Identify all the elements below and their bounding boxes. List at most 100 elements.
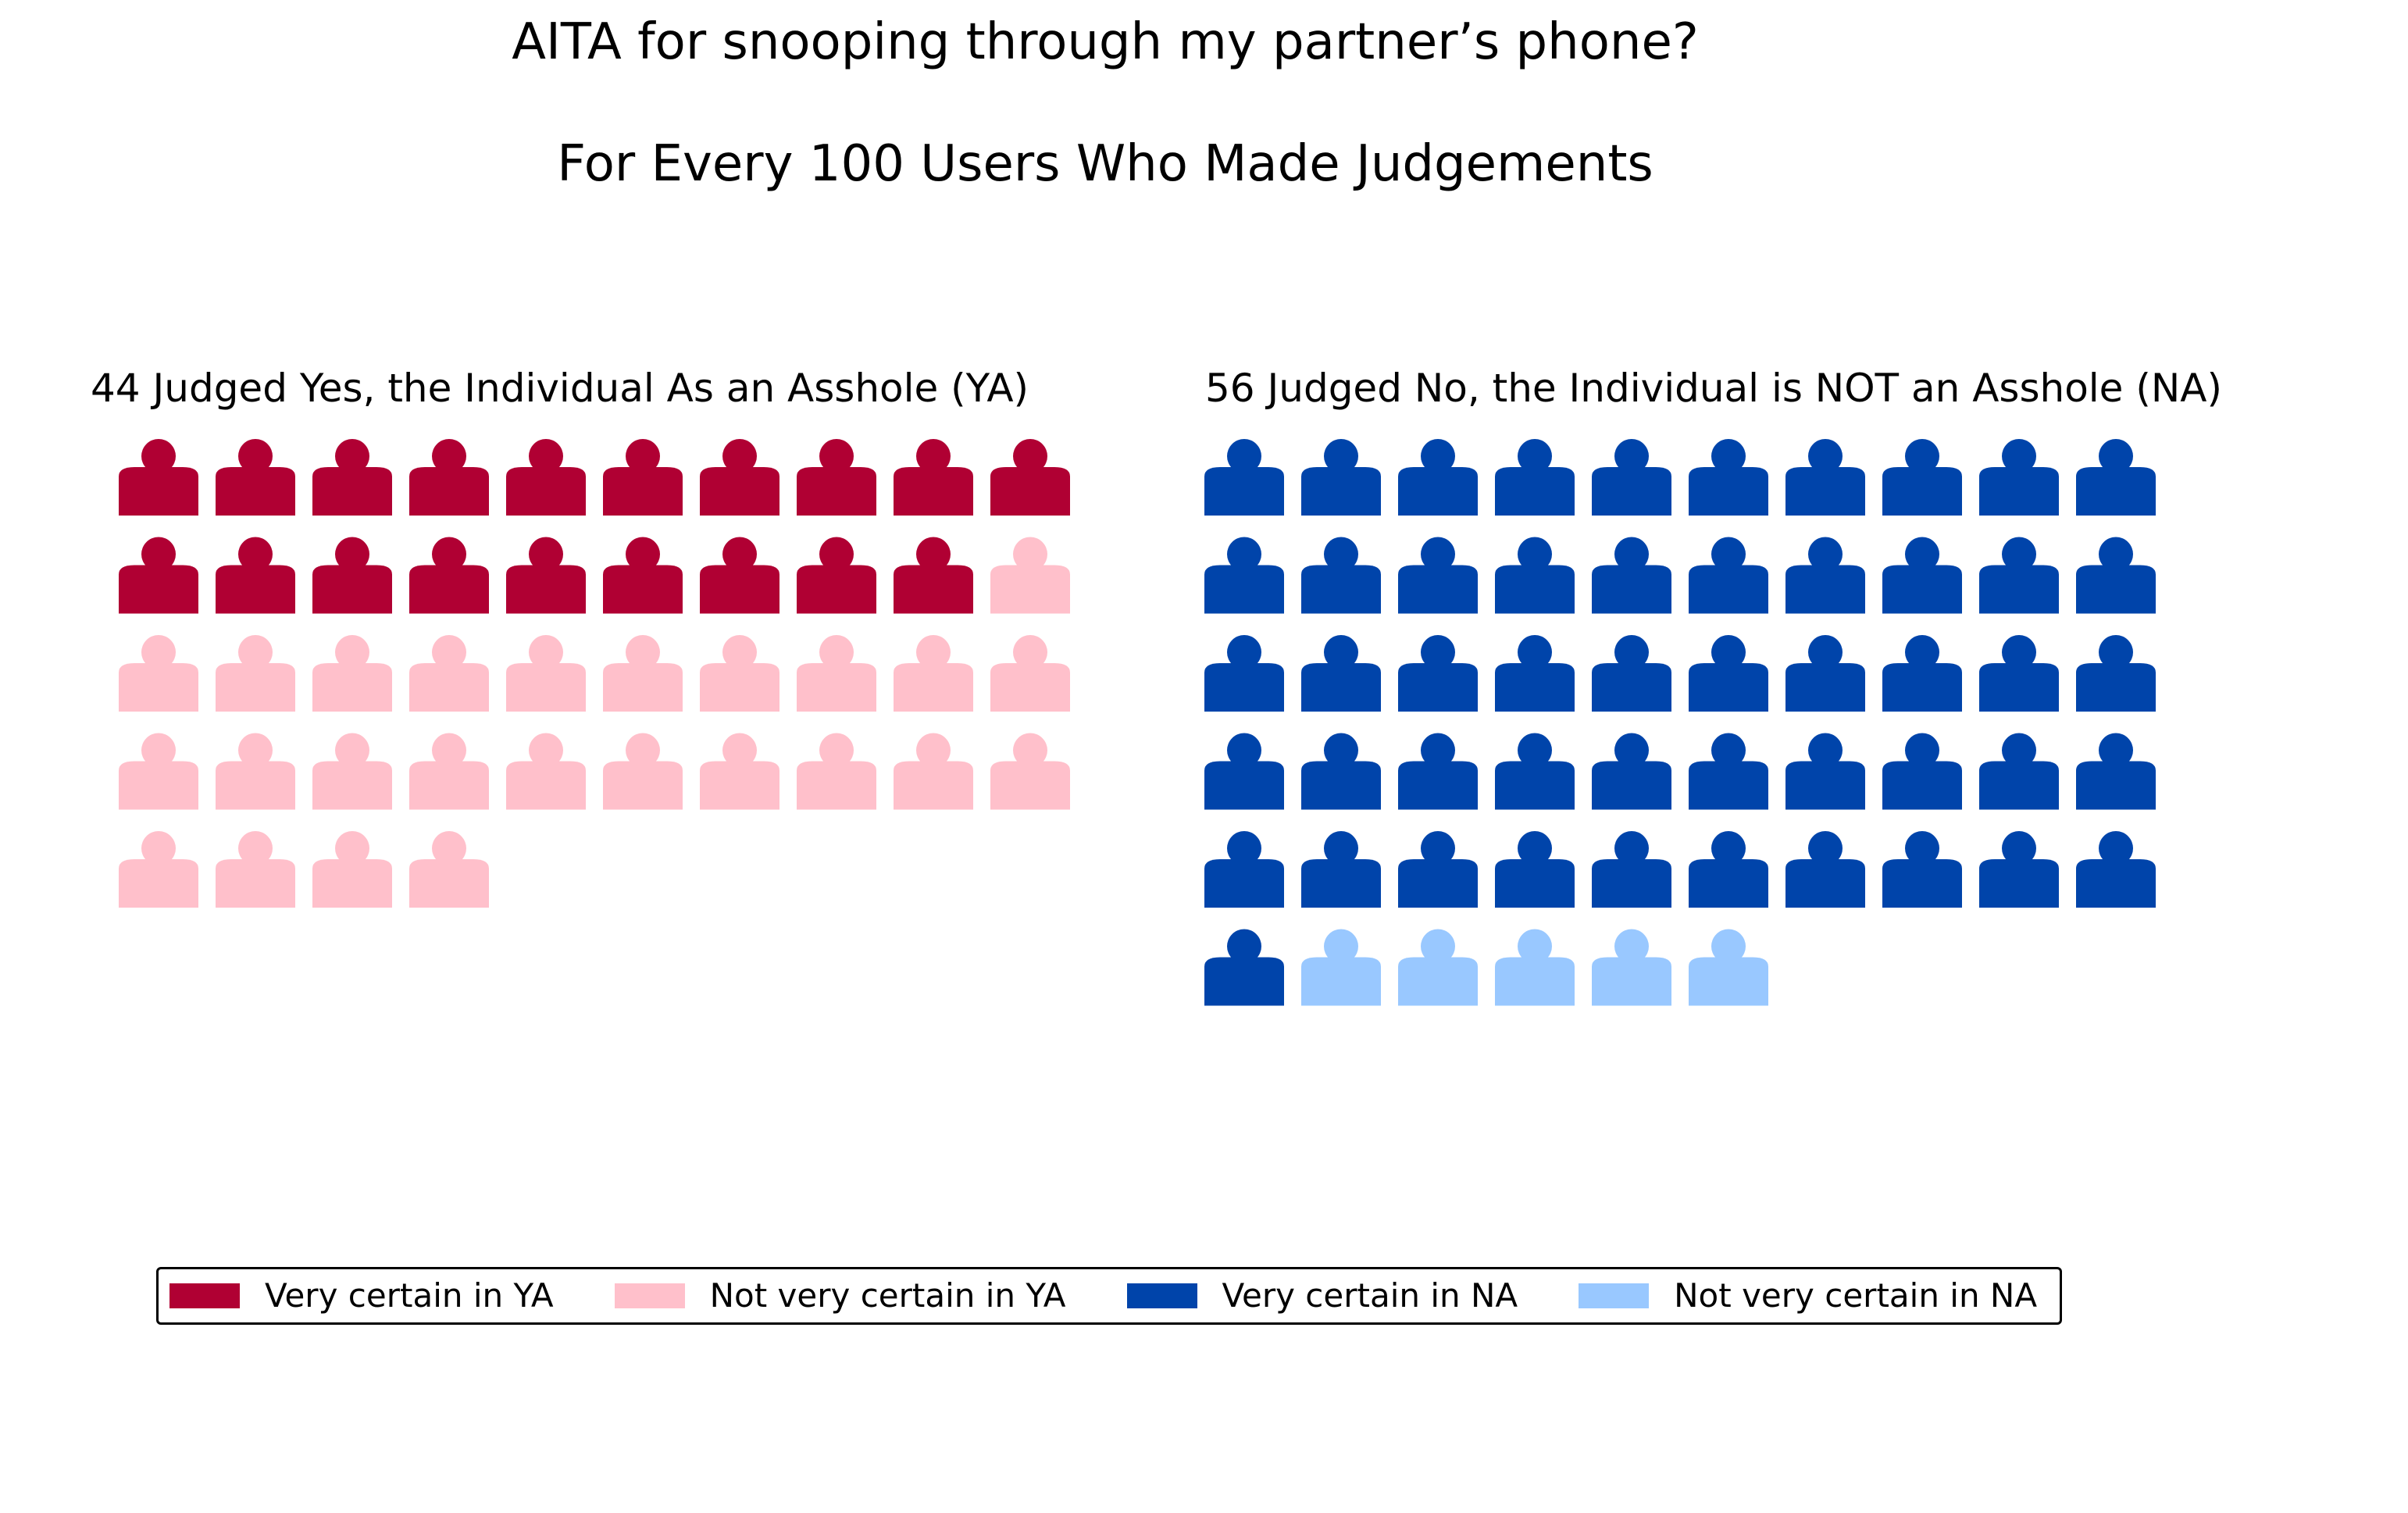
person-icon <box>1398 635 1478 712</box>
person-icon <box>1882 831 1962 908</box>
person-icon <box>506 733 586 810</box>
person-icon <box>1689 439 1768 516</box>
person-icon <box>1398 929 1478 1006</box>
person-icon <box>312 831 392 908</box>
person-icon <box>990 635 1070 712</box>
person-icon <box>1495 537 1575 614</box>
person-icon <box>894 439 973 516</box>
person-icon <box>894 733 973 810</box>
legend-swatch <box>1579 1283 1650 1308</box>
person-icon <box>312 439 392 516</box>
person-icon <box>1979 537 2059 614</box>
person-icon <box>2076 439 2156 516</box>
person-icon <box>216 537 295 614</box>
legend-item-very-certain-ya: Very certain in YA <box>169 1279 554 1312</box>
person-icon <box>700 439 779 516</box>
person-icon <box>1882 439 1962 516</box>
person-icon <box>1495 439 1575 516</box>
person-icon <box>1301 831 1381 908</box>
legend-item-not-very-certain-na: Not very certain in NA <box>1579 1279 2037 1312</box>
chart-title: AITA for snooping through my partner’s p… <box>512 13 1699 71</box>
person-icon <box>700 537 779 614</box>
person-icon <box>506 439 586 516</box>
legend-swatch <box>614 1283 685 1308</box>
person-icon <box>894 537 973 614</box>
panel-na-icons <box>1204 439 2156 1006</box>
person-icon <box>409 733 489 810</box>
person-icon <box>1204 733 1284 810</box>
person-icon <box>1204 831 1284 908</box>
person-icon <box>409 635 489 712</box>
person-icon <box>1592 733 1671 810</box>
legend-label: Very certain in YA <box>265 1276 554 1315</box>
person-icon <box>2076 635 2156 712</box>
person-icon <box>603 635 683 712</box>
legend-label: Very certain in NA <box>1222 1276 1518 1315</box>
person-icon <box>1301 537 1381 614</box>
person-icon <box>700 733 779 810</box>
person-icon <box>1592 831 1671 908</box>
person-icon <box>1882 537 1962 614</box>
person-icon <box>506 635 586 712</box>
person-icon <box>1592 929 1671 1006</box>
person-icon <box>1785 831 1865 908</box>
person-icon <box>1398 733 1478 810</box>
person-icon <box>1689 733 1768 810</box>
person-icon <box>1882 733 1962 810</box>
person-icon <box>603 733 683 810</box>
person-icon <box>1495 929 1575 1006</box>
person-icon <box>1785 635 1865 712</box>
person-icon <box>119 537 198 614</box>
person-icon <box>216 439 295 516</box>
person-icon <box>216 635 295 712</box>
person-icon <box>603 537 683 614</box>
person-icon <box>1301 439 1381 516</box>
person-icon <box>1204 537 1284 614</box>
person-icon <box>990 537 1070 614</box>
person-icon <box>216 831 295 908</box>
person-icon <box>312 733 392 810</box>
person-icon <box>409 439 489 516</box>
person-icon <box>1495 831 1575 908</box>
person-icon <box>797 537 876 614</box>
person-icon <box>797 635 876 712</box>
chart-subtitle: For Every 100 Users Who Made Judgements <box>557 135 1653 193</box>
person-icon <box>1979 439 2059 516</box>
legend-swatch <box>1126 1283 1197 1308</box>
person-icon <box>1592 635 1671 712</box>
person-icon <box>1398 439 1478 516</box>
person-icon <box>1785 733 1865 810</box>
person-icon <box>312 635 392 712</box>
person-icon <box>990 439 1070 516</box>
person-icon <box>1979 635 2059 712</box>
panel-title-ya: 44 Judged Yes, the Individual As an Assh… <box>91 366 1029 411</box>
person-icon <box>409 831 489 908</box>
person-icon <box>119 439 198 516</box>
person-icon <box>119 635 198 712</box>
person-icon <box>1495 635 1575 712</box>
legend-swatch <box>169 1283 240 1308</box>
person-icon <box>1301 733 1381 810</box>
panel-ya-icons <box>119 439 1070 908</box>
person-icon <box>1301 929 1381 1006</box>
panel-title-na: 56 Judged No, the Individual is NOT an A… <box>1205 366 2222 411</box>
legend: Very certain in YA Not very certain in Y… <box>156 1267 2062 1325</box>
person-icon <box>216 733 295 810</box>
person-icon <box>1689 537 1768 614</box>
person-icon <box>119 733 198 810</box>
legend-item-very-certain-na: Very certain in NA <box>1126 1276 1518 1315</box>
person-icon <box>1785 439 1865 516</box>
person-icon <box>1204 439 1284 516</box>
person-icon <box>2076 537 2156 614</box>
person-icon <box>1204 635 1284 712</box>
person-icon <box>506 537 586 614</box>
legend-item-not-very-certain-ya: Not very certain in YA <box>614 1276 1066 1315</box>
person-icon <box>1689 635 1768 712</box>
person-icon <box>1398 537 1478 614</box>
person-icon <box>990 733 1070 810</box>
legend-label: Not very certain in YA <box>709 1276 1066 1315</box>
person-icon <box>1689 929 1768 1006</box>
person-icon <box>797 733 876 810</box>
person-icon <box>1979 831 2059 908</box>
person-icon <box>1301 635 1381 712</box>
